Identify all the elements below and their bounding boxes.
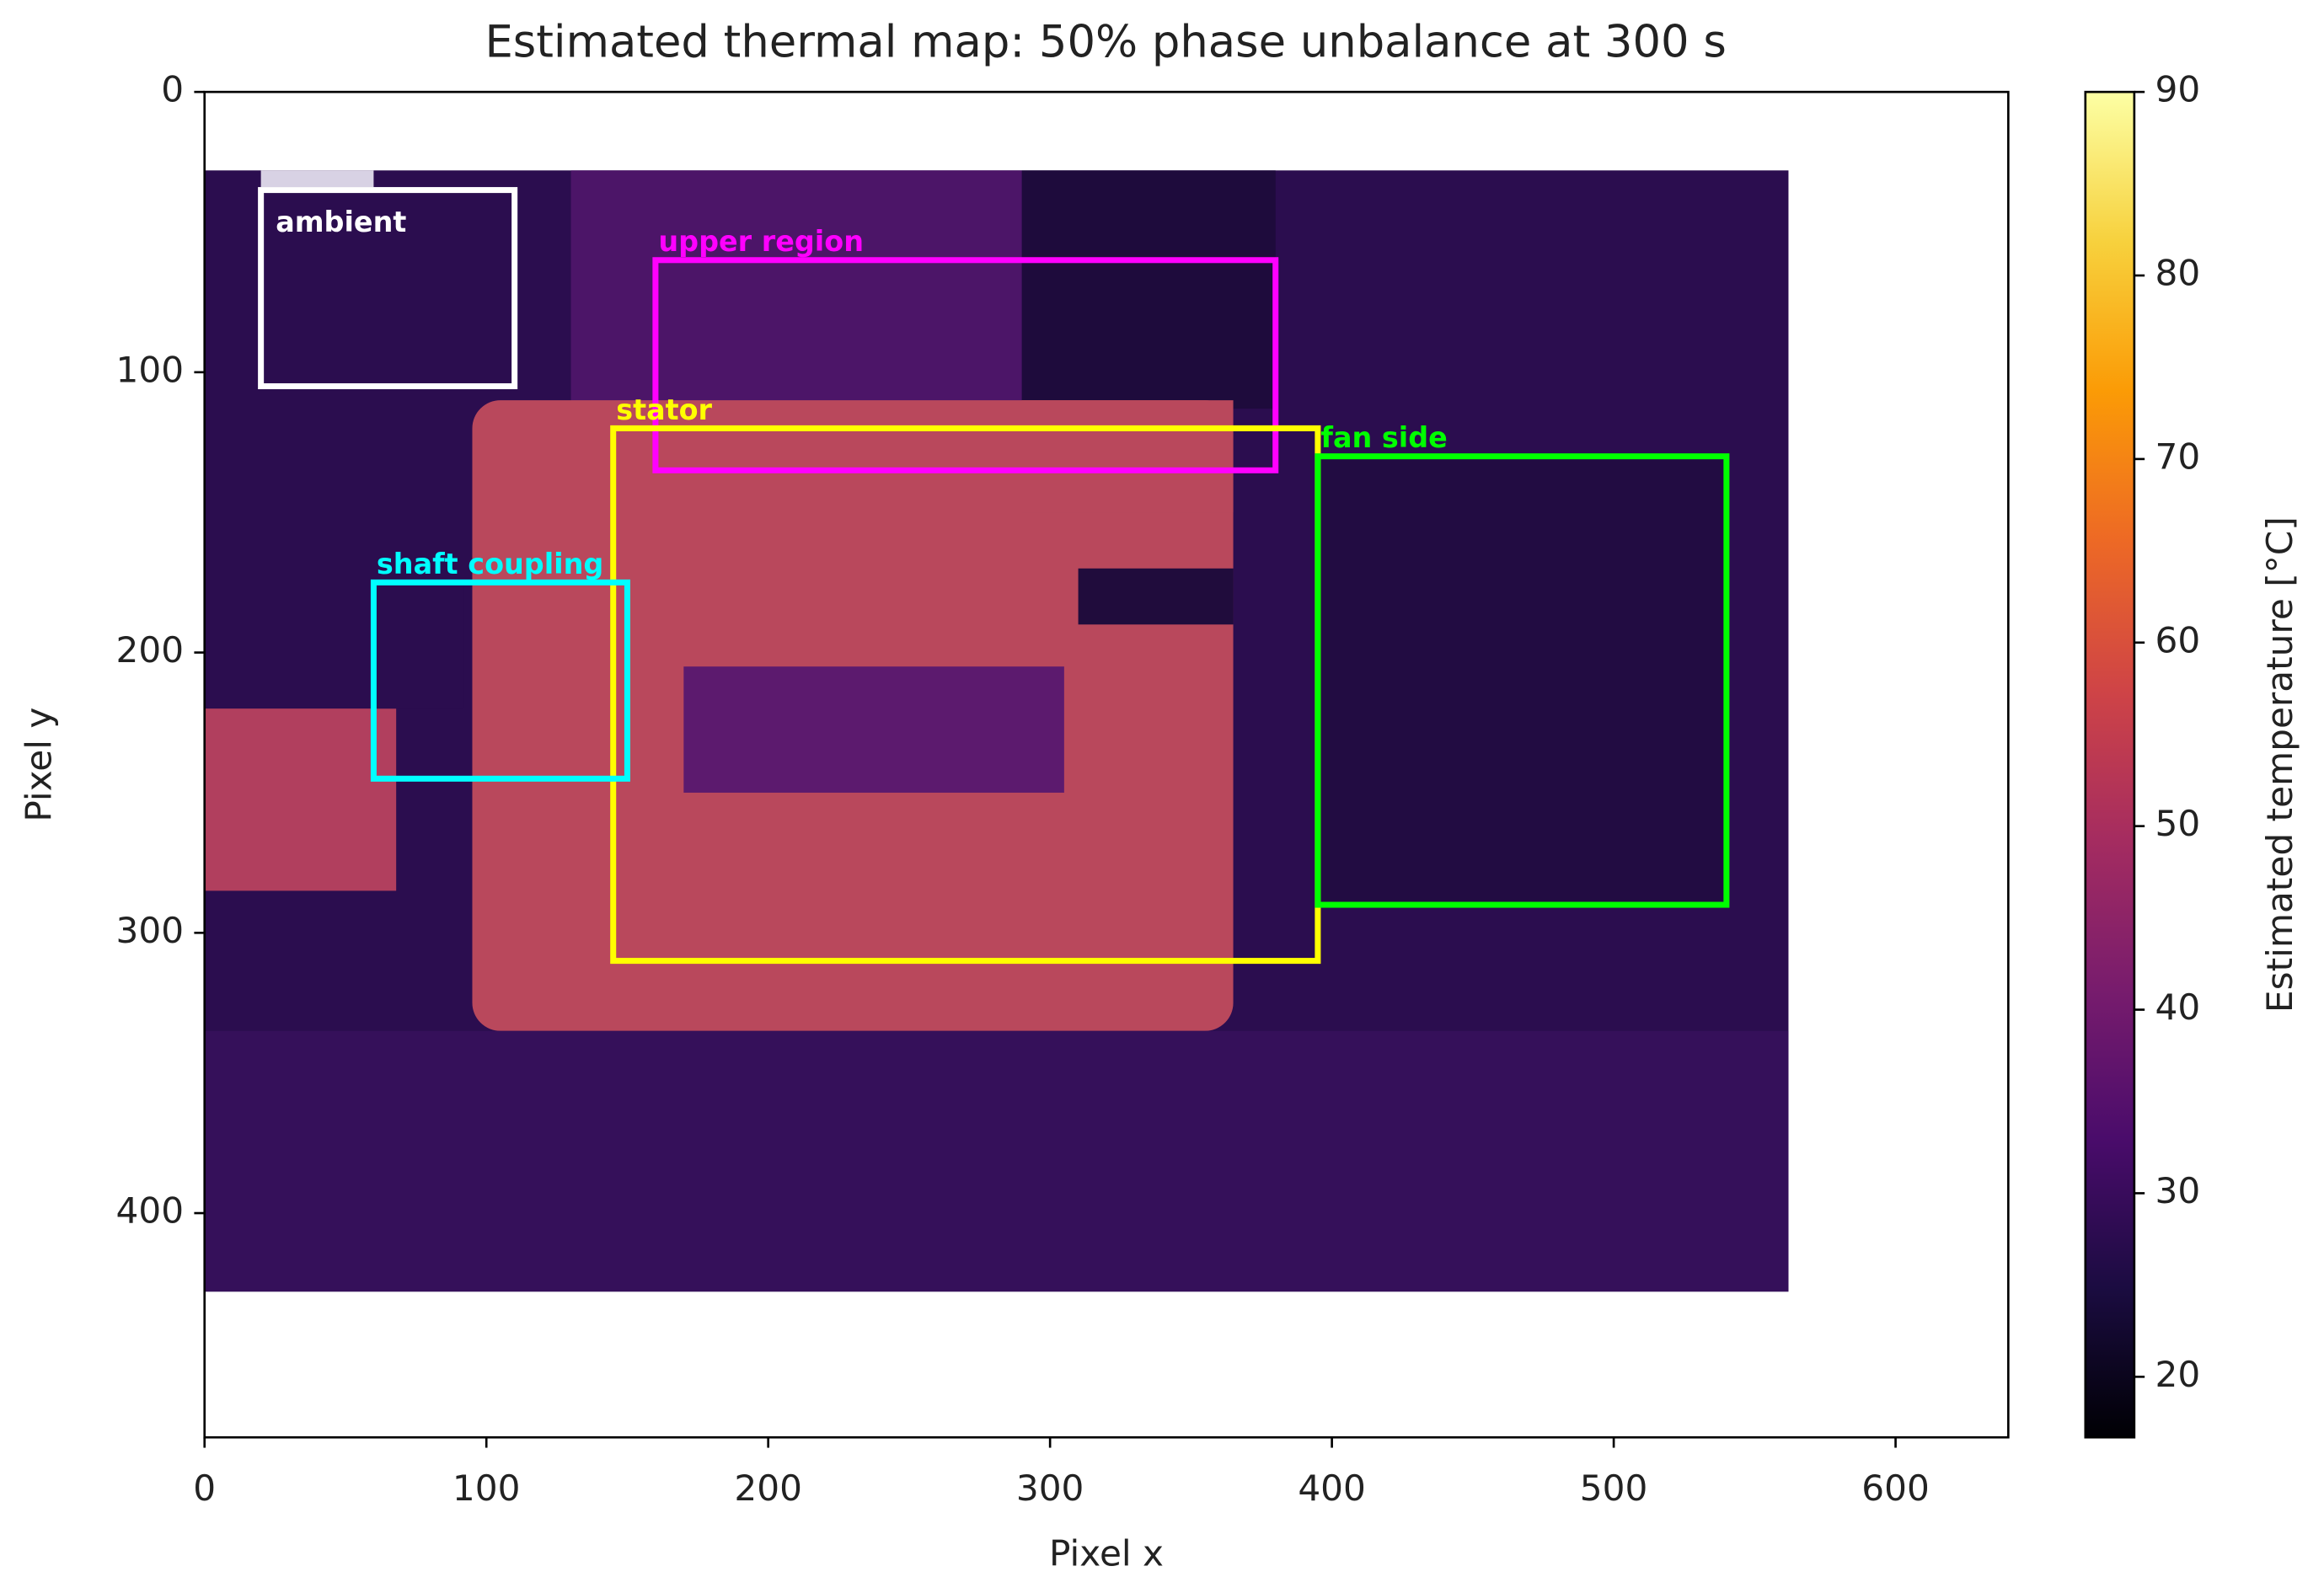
- region-box: [258, 187, 518, 390]
- colorbar-tick-label: 80: [2155, 253, 2200, 294]
- colorbar-tick-label: 70: [2155, 436, 2200, 477]
- y-tick-label: 100: [116, 349, 185, 390]
- x-tick-label: 300: [1016, 1467, 1084, 1509]
- region-label: stator: [616, 393, 712, 426]
- colorbar-tick-label: 40: [2155, 986, 2200, 1028]
- y-axis-label: Pixel y: [19, 708, 60, 822]
- region-box: [652, 257, 1279, 473]
- chart-title: Estimated thermal map: 50% phase unbalan…: [485, 16, 1726, 67]
- colorbar-tick-label: 30: [2155, 1170, 2200, 1211]
- colorbar: [2084, 90, 2136, 1439]
- region-label: ambient: [276, 206, 406, 238]
- x-tick-label: 400: [1298, 1467, 1366, 1509]
- colorbar-label: Estimated temperature [°C]: [2259, 516, 2300, 1013]
- colorbar-tick-label: 20: [2155, 1354, 2200, 1395]
- colorbar-tick-label: 60: [2155, 619, 2200, 660]
- colorbar-tick-label: 50: [2155, 803, 2200, 844]
- x-tick-label: 600: [1861, 1467, 1930, 1509]
- region-box: [1315, 453, 1730, 908]
- x-tick-label: 0: [193, 1467, 216, 1509]
- x-tick-label: 200: [734, 1467, 802, 1509]
- y-tick-label: 200: [116, 629, 185, 671]
- x-tick-label: 100: [452, 1467, 521, 1509]
- region-label: upper region: [658, 225, 864, 258]
- region-label: fan side: [1320, 421, 1447, 454]
- y-tick-label: 0: [161, 69, 184, 110]
- region-box: [370, 579, 630, 782]
- x-axis-label: Pixel x: [1049, 1532, 1164, 1574]
- thermal-image: [204, 170, 1789, 1292]
- y-tick-label: 400: [116, 1190, 185, 1232]
- plot-frame: [203, 90, 2010, 1439]
- y-tick-label: 300: [116, 910, 185, 951]
- colorbar-tick-label: 90: [2155, 69, 2200, 110]
- region-label: shaft coupling: [377, 548, 603, 580]
- x-tick-label: 500: [1580, 1467, 1648, 1509]
